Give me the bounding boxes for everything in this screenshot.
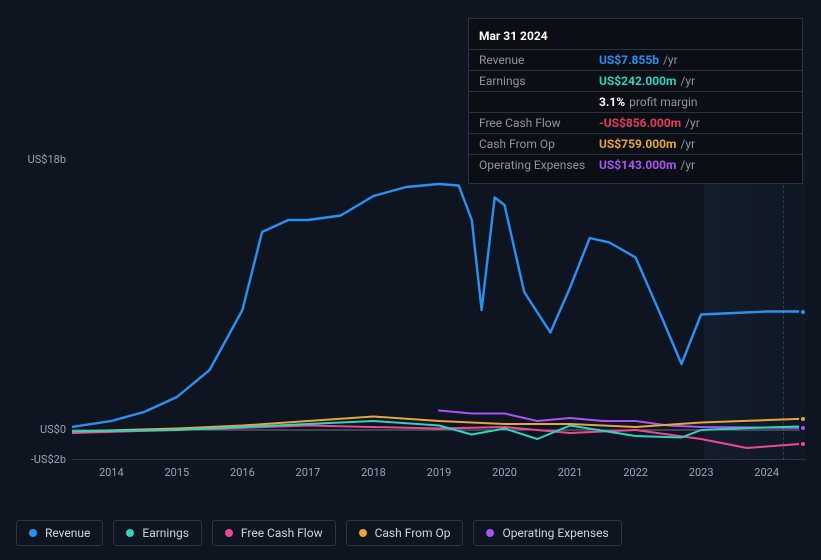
legend-label: Free Cash Flow	[241, 526, 323, 540]
x-axis-label: 2019	[427, 466, 452, 479]
tooltip-unit: /yr	[685, 115, 700, 131]
legend: Revenue Earnings Free Cash Flow Cash From O…	[16, 520, 622, 546]
tooltip-row: Operating ExpensesUS$143.000m/yr	[469, 154, 802, 175]
tooltip-row: Free Cash Flow-US$856.000m/yr	[469, 112, 802, 133]
end-marker-revenue	[799, 308, 807, 316]
legend-label: Cash From Op	[375, 526, 451, 540]
legend-dot-icon	[225, 529, 233, 537]
end-marker-cashop	[799, 415, 807, 423]
y-axis-label: US$18b	[16, 153, 66, 166]
x-axis-label: 2020	[492, 466, 517, 479]
tooltip-label: Cash From Op	[479, 136, 599, 152]
x-axis-label: 2018	[361, 466, 386, 479]
plot-area[interactable]	[72, 160, 806, 460]
x-axis-label: 2024	[754, 466, 779, 479]
x-axis-label: 2017	[296, 466, 321, 479]
x-axis-label: 2015	[164, 466, 189, 479]
legend-item-fcf[interactable]: Free Cash Flow	[212, 520, 336, 546]
chart: US$18bUS$0-US$2b 20142015201620172018201…	[16, 160, 806, 480]
legend-item-cashop[interactable]: Cash From Op	[346, 520, 464, 546]
x-axis-label: 2016	[230, 466, 255, 479]
tooltip-label: Revenue	[479, 52, 599, 68]
series-revenue	[72, 184, 806, 427]
tooltip-unit: /yr	[680, 136, 695, 152]
tooltip-unit: /yr	[663, 52, 678, 68]
series-opex	[439, 411, 806, 428]
tooltip-unit: /yr	[680, 73, 695, 89]
end-marker-opex	[799, 424, 807, 432]
legend-label: Earnings	[142, 526, 189, 540]
y-axis-label: US$0	[16, 423, 66, 436]
x-axis-label: 2023	[689, 466, 714, 479]
legend-item-revenue[interactable]: Revenue	[16, 520, 103, 546]
x-axis-label: 2022	[623, 466, 648, 479]
x-axis-label: 2021	[558, 466, 583, 479]
tooltip-value: US$242.000m	[599, 73, 676, 89]
tooltip-date: Mar 31 2024	[469, 27, 802, 49]
legend-item-opex[interactable]: Operating Expenses	[473, 520, 621, 546]
legend-dot-icon	[126, 529, 134, 537]
tooltip-value: US$143.000m	[599, 157, 676, 173]
tooltip-row: RevenueUS$7.855b/yr	[469, 49, 802, 70]
end-marker-fcf	[799, 440, 807, 448]
cursor-line	[783, 160, 784, 460]
legend-dot-icon	[486, 529, 494, 537]
tooltip-value: -US$856.000m	[599, 115, 681, 131]
tooltip-value: 3.1%	[599, 94, 625, 110]
tooltip-value: US$759.000m	[599, 136, 676, 152]
tooltip-unit: profit margin	[629, 94, 697, 110]
tooltip-panel: Mar 31 2024 RevenueUS$7.855b/yrEarningsU…	[468, 18, 803, 184]
tooltip-label: Free Cash Flow	[479, 115, 599, 131]
tooltip-label: Earnings	[479, 73, 599, 89]
tooltip-label: Operating Expenses	[479, 157, 599, 173]
y-axis-label: -US$2b	[16, 453, 66, 466]
legend-dot-icon	[359, 529, 367, 537]
tooltip-label	[479, 94, 599, 110]
legend-label: Operating Expenses	[502, 526, 608, 540]
tooltip-row: EarningsUS$242.000m/yr	[469, 70, 802, 91]
tooltip-unit: /yr	[680, 157, 695, 173]
legend-label: Revenue	[45, 526, 90, 540]
tooltip-value: US$7.855b	[599, 52, 659, 68]
chart-lines	[72, 160, 806, 460]
tooltip-row: Cash From OpUS$759.000m/yr	[469, 133, 802, 154]
x-axis-label: 2014	[99, 466, 124, 479]
legend-dot-icon	[29, 529, 37, 537]
tooltip-row: 3.1%profit margin	[469, 91, 802, 112]
legend-item-earnings[interactable]: Earnings	[113, 520, 202, 546]
